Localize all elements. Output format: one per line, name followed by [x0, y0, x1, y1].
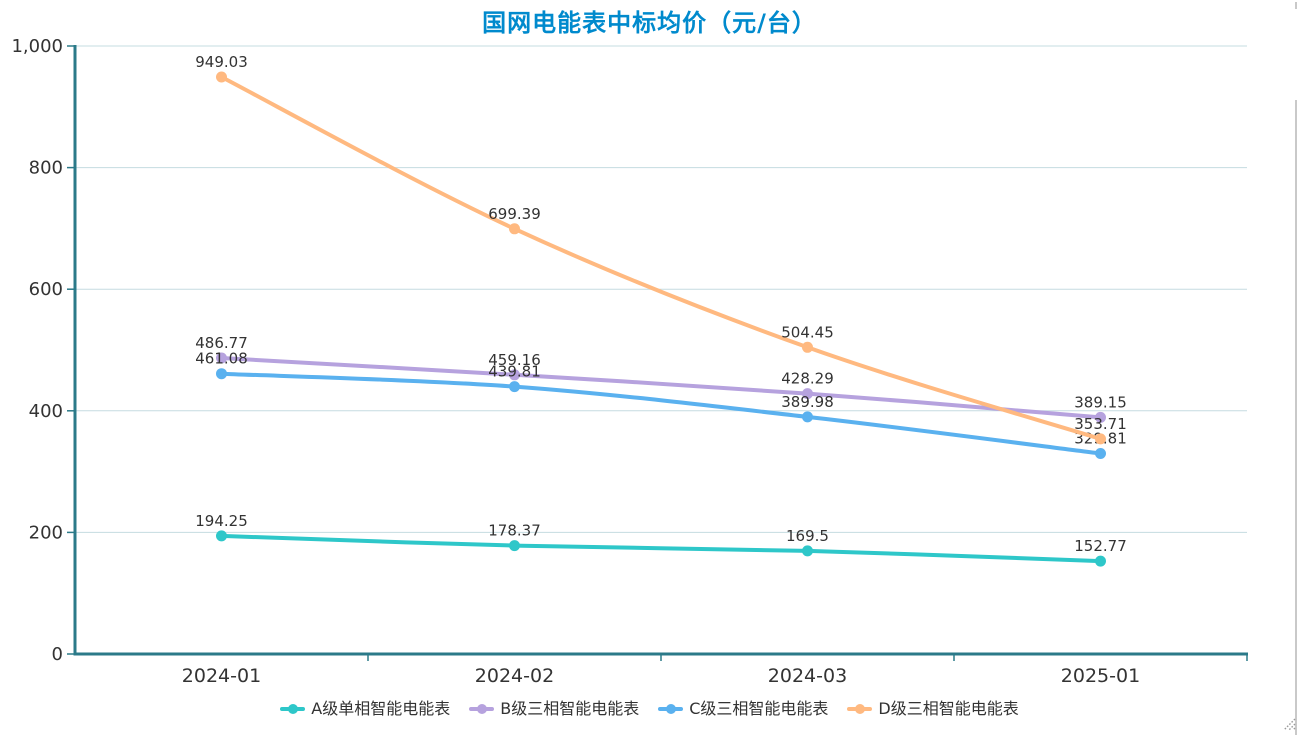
x-axis-label: 2024-03 — [768, 665, 847, 687]
legend-item-2[interactable]: C级三相智能电能表 — [658, 701, 828, 717]
data-point-marker[interactable] — [509, 540, 520, 552]
data-label: 949.03 — [195, 53, 248, 71]
data-label: 353.71 — [1074, 415, 1127, 433]
data-label: 178.37 — [488, 522, 541, 540]
legend-item-1[interactable]: B级三相智能电能表 — [469, 701, 639, 717]
series-1: 486.77 459.16 428.29 389.15 — [195, 334, 1127, 423]
scrollbar-mark — [1295, 2, 1297, 9]
data-point-marker[interactable] — [1095, 555, 1106, 567]
data-label: 389.15 — [1074, 393, 1127, 411]
chart-legend: A级单相智能电能表 B级三相智能电能表 C级三相智能电能表 D级三相智能电能表 — [0, 701, 1299, 717]
data-point-marker[interactable] — [509, 381, 520, 393]
data-point-marker[interactable] — [802, 388, 813, 400]
data-point-marker[interactable] — [1095, 448, 1106, 459]
data-point-marker[interactable] — [509, 369, 520, 381]
legend-item-0[interactable]: A级单相智能电能表 — [280, 701, 450, 717]
chart-title: 国网电能表中标均价（元/台） — [482, 9, 817, 37]
data-label: 439.81 — [488, 363, 541, 381]
data-label: 169.5 — [786, 527, 829, 545]
data-point-marker[interactable] — [216, 368, 227, 380]
line-dot-marker-icon — [847, 704, 873, 714]
series-0: 194.25 178.37 169.5 152.77 — [195, 512, 1127, 567]
data-label: 486.77 — [195, 334, 248, 352]
data-label: 428.29 — [781, 370, 834, 388]
data-point-marker[interactable] — [216, 352, 227, 364]
line-dot-marker-icon — [658, 704, 684, 714]
legend-item-3[interactable]: D级三相智能电能表 — [847, 699, 1019, 718]
line-dot-marker-icon — [469, 704, 495, 714]
data-point-marker[interactable] — [216, 530, 227, 542]
data-label: 389.98 — [781, 393, 834, 411]
y-axis-label: 0 — [52, 644, 63, 665]
scrollbar-track — [1295, 100, 1297, 735]
line-dot-marker-icon — [280, 704, 306, 714]
series-line-2 — [219, 371, 1103, 456]
y-axis-label: 400 — [29, 401, 63, 422]
legend-label: B级三相智能电能表 — [500, 699, 640, 718]
series-line-3 — [219, 75, 1103, 441]
series-3: 949.03 699.39 504.45 353.71 — [195, 53, 1127, 445]
data-point-marker[interactable] — [509, 223, 520, 235]
legend-label: A级单相智能电能表 — [311, 699, 451, 718]
data-point-marker[interactable] — [802, 341, 813, 353]
data-label: 461.08 — [195, 350, 248, 368]
diagonal-resize-grip-icon[interactable] — [1280, 715, 1296, 731]
y-axis-label: 800 — [29, 158, 63, 179]
x-axis-label: 2024-02 — [475, 665, 554, 687]
y-axis-label: 200 — [29, 522, 63, 543]
data-label: 152.77 — [1074, 537, 1127, 555]
data-label: 194.25 — [195, 512, 248, 530]
data-point-marker[interactable] — [1095, 433, 1106, 445]
data-point-marker[interactable] — [216, 71, 227, 83]
data-point-marker[interactable] — [802, 411, 813, 423]
grid-lines — [75, 45, 1247, 533]
series-line-0 — [219, 533, 1103, 564]
legend-label: C级三相智能电能表 — [689, 699, 829, 718]
x-axis-label: 2025-01 — [1061, 665, 1140, 687]
data-point-marker[interactable] — [1095, 411, 1106, 423]
data-label: 699.39 — [488, 205, 541, 223]
legend-label: D级三相智能电能表 — [878, 699, 1019, 718]
x-axis-label: 2024-01 — [182, 665, 261, 687]
data-label: 504.45 — [781, 323, 834, 341]
axes: 0 200 400 600 800 1,000 2024-01 2024-02 2024-03 2… — [11, 36, 1248, 687]
y-axis-label: 600 — [29, 279, 63, 300]
y-axis-label: 1,000 — [11, 36, 63, 57]
data-label: 459.16 — [488, 351, 541, 369]
series-line-1 — [219, 356, 1103, 420]
data-point-marker[interactable] — [802, 545, 813, 557]
